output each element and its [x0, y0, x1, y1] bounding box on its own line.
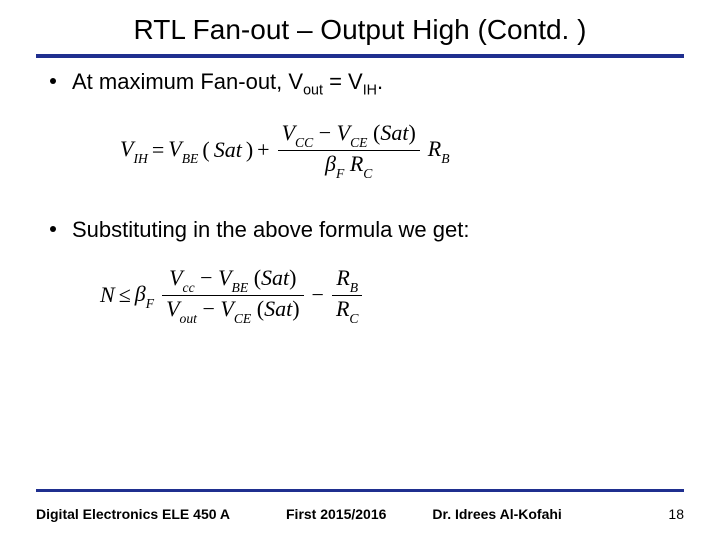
f2-vce-sub: CE [234, 311, 251, 326]
f1-vbe-sub: BE [182, 151, 199, 166]
f1-rc: R [350, 151, 363, 176]
footer-semester: First 2015/2016 [286, 506, 386, 522]
f2-vbe-v: V [218, 265, 231, 290]
slide: RTL Fan-out – Output High (Contd. ) At m… [0, 0, 720, 540]
f2-sat2-open: ( [257, 296, 264, 321]
f1-plus: + [257, 137, 269, 163]
f1-rb: RB [428, 136, 450, 165]
f2-beta-sub: F [146, 296, 154, 311]
f1-rc-sub: C [363, 166, 372, 181]
f2-vout-v: V [166, 296, 179, 321]
f1-beta: β [325, 151, 336, 176]
f2-sat2: Sat [264, 296, 292, 321]
f1-frac: VCC − VCE (Sat) βF RC [278, 120, 420, 181]
f2-vce-v: V [220, 296, 233, 321]
f1-frac-den: βF RC [321, 151, 376, 181]
b1-sub1: out [303, 82, 323, 98]
f2-frac1-den: Vout − VCE (Sat) [162, 296, 303, 326]
slide-title: RTL Fan-out – Output High (Contd. ) [0, 14, 720, 46]
bullet-2-text: Substituting in the above formula we get… [72, 216, 469, 245]
f1-sat1-close: ) [246, 137, 253, 163]
f1-lhs: VIH [120, 136, 148, 165]
f2-sat1: Sat [261, 265, 289, 290]
f1-sat2: Sat [380, 120, 408, 145]
b1-part2: = V [323, 69, 363, 94]
f2-rc-sub: C [349, 311, 358, 326]
f2-N: N [100, 282, 115, 308]
f2-frac2: RB RC [332, 265, 363, 326]
content-area: At maximum Fan-out, Vout = VIH. VIH = VB… [50, 68, 670, 362]
formula-1: VIH = VBE (Sat) + VCC − VCE (Sat) βF [120, 120, 670, 181]
f1-vcc-sub: CC [295, 135, 313, 150]
f1-vce-sub: CE [350, 135, 367, 150]
f2-rb-r: R [336, 265, 349, 290]
bullet-1: At maximum Fan-out, Vout = VIH. [50, 68, 670, 100]
f2-sat1-close: ) [289, 265, 296, 290]
bullet-1-text: At maximum Fan-out, Vout = VIH. [72, 68, 383, 100]
f2-frac1-num: Vcc − VBE (Sat) [165, 265, 300, 295]
f1-sat2-close: ) [408, 120, 415, 145]
f1-vbe-v: V [168, 136, 181, 161]
f1-sat1: Sat [214, 137, 242, 163]
f2-vcc-sub: cc [183, 280, 195, 295]
f2-frac1: Vcc − VBE (Sat) Vout − VCE (Sat) [162, 265, 303, 326]
f2-frac2-num: RB [332, 265, 362, 295]
footer-author: Dr. Idrees Al-Kofahi [432, 506, 561, 522]
page-number: 18 [668, 506, 684, 522]
b1-part1: At maximum Fan-out, V [72, 69, 303, 94]
f1-vce-v: V [337, 120, 350, 145]
bullet-dot-icon [50, 226, 56, 232]
f2-vcc-v: V [169, 265, 182, 290]
f1-beta-sub: F [336, 166, 344, 181]
f2-rc-r: R [336, 296, 349, 321]
f2-minus-den: − [202, 296, 220, 321]
formula-2-block: N ≤ βF Vcc − VBE (Sat) Vout − VCE [50, 265, 670, 326]
title-underline [36, 54, 684, 58]
b1-part3: . [377, 69, 383, 94]
f1-lhs-sub: IH [133, 151, 147, 166]
f2-le: ≤ [119, 282, 131, 308]
f1-minus: − [319, 120, 337, 145]
f2-sat2-close: ) [292, 296, 299, 321]
footer-course: Digital Electronics ELE 450 A [36, 506, 230, 522]
f1-vcc-v: V [282, 120, 295, 145]
bullet-dot-icon [50, 78, 56, 84]
f2-rb-sub: B [350, 280, 358, 295]
f1-rb-sub: B [441, 151, 449, 166]
f2-frac2-den: RC [332, 296, 363, 326]
f2-minus1: − [200, 265, 218, 290]
footer: Digital Electronics ELE 450 A First 2015… [36, 506, 684, 522]
f1-frac-num: VCC − VCE (Sat) [278, 120, 420, 150]
formula-2: N ≤ βF Vcc − VBE (Sat) Vout − VCE [100, 265, 670, 326]
f2-sat1-open: ( [254, 265, 261, 290]
f1-lhs-v: V [120, 136, 133, 161]
footer-rule [36, 489, 684, 492]
b1-sub2: IH [363, 82, 377, 98]
f2-vbe-sub: BE [232, 280, 249, 295]
f1-vbe: VBE [168, 136, 198, 165]
f1-rb-r: R [428, 136, 441, 161]
f2-vout-sub: out [180, 311, 197, 326]
f2-beta-sym: β [135, 281, 146, 306]
f2-minus2: − [312, 282, 324, 308]
f2-beta: βF [135, 281, 154, 310]
formula-1-block: VIH = VBE (Sat) + VCC − VCE (Sat) βF [50, 120, 670, 181]
f1-eq: = [152, 137, 164, 163]
bullet-2: Substituting in the above formula we get… [50, 216, 670, 245]
f1-sat1-open: ( [202, 137, 209, 163]
